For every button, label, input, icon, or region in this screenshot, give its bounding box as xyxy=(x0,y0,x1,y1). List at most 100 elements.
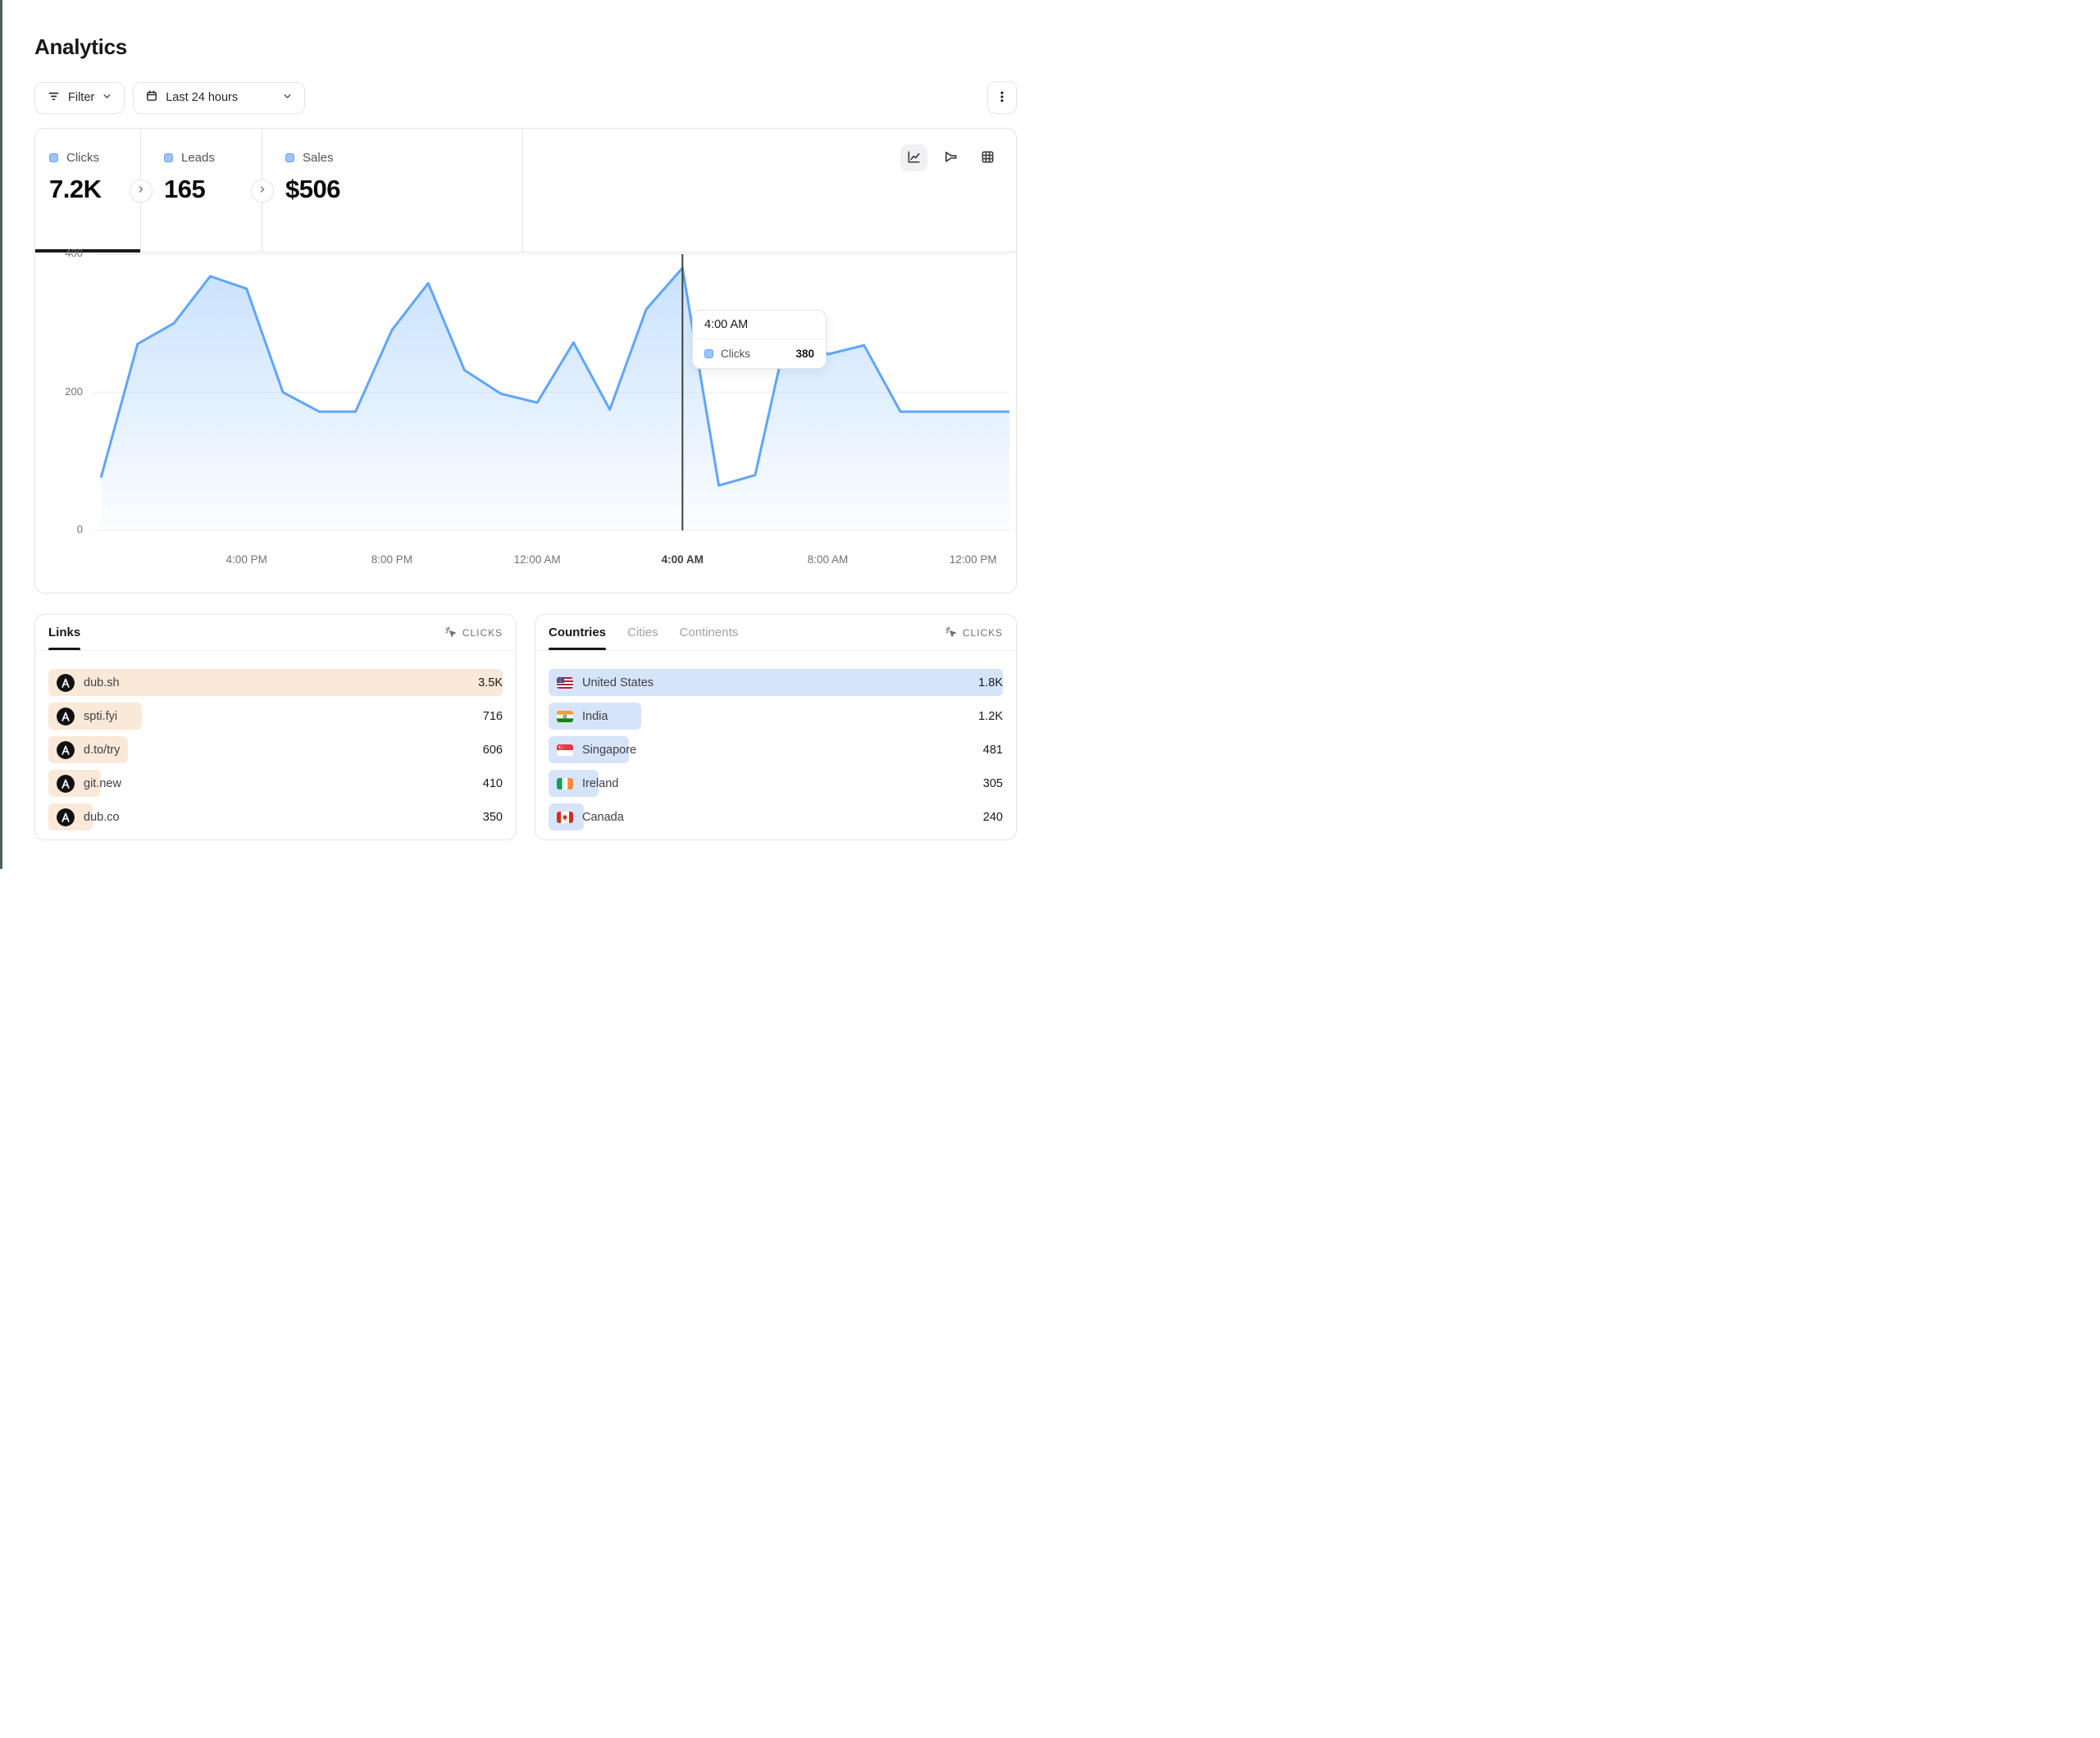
link-row[interactable]: dub.sh 3.5K xyxy=(48,669,503,696)
tab-continents[interactable]: Continents xyxy=(679,626,739,639)
clicks-count: 410 xyxy=(482,776,503,790)
clicks-value: 7.2K xyxy=(49,175,102,203)
dub-logo-icon xyxy=(57,673,75,692)
cursor-click-icon xyxy=(444,626,457,640)
clicks-count: 240 xyxy=(982,810,1003,824)
x-tick-label: 12:00 AM xyxy=(513,553,561,566)
country-label: India xyxy=(582,709,608,723)
clicks-count: 606 xyxy=(482,743,503,757)
tooltip-time: 4:00 AM xyxy=(693,311,826,339)
country-row[interactable]: Singapore 481 xyxy=(549,736,1003,763)
tab-countries[interactable]: Countries xyxy=(549,615,607,650)
country-row[interactable]: Ireland 305 xyxy=(549,770,1003,797)
leads-value: 165 xyxy=(164,175,206,203)
tooltip-series-label: Clicks xyxy=(721,348,750,360)
clicks-count: 3.5K xyxy=(478,676,503,689)
chevron-down-icon xyxy=(282,91,293,105)
country-row[interactable]: India 1.2K xyxy=(549,703,1003,730)
bar-fill xyxy=(48,669,503,696)
dub-logo-icon xyxy=(57,808,75,826)
filter-button[interactable]: Filter xyxy=(34,81,125,114)
tab-sales[interactable]: Sales $506 xyxy=(262,129,523,252)
links-panel: Links CLICKS dub.sh 3.5K spti.fyi 716 d.to/t… xyxy=(34,614,517,840)
links-list: dub.sh 3.5K spti.fyi 716 d.to/try 606 git.new 4… xyxy=(35,651,516,830)
toolbar: Filter Last 24 hours xyxy=(34,81,1017,114)
funnel-view-button[interactable] xyxy=(937,144,964,171)
x-tick-label: 8:00 PM xyxy=(371,553,413,566)
tab-clicks[interactable]: Clicks 7.2K xyxy=(35,129,141,253)
sales-legend-swatch xyxy=(285,153,294,162)
link-row[interactable]: spti.fyi 716 xyxy=(48,703,503,730)
link-label: dub.sh xyxy=(84,676,120,689)
country-label: United States xyxy=(582,676,654,689)
sales-value: $506 xyxy=(285,175,340,203)
chevron-right-icon xyxy=(257,184,267,198)
us-flag-icon xyxy=(557,676,573,689)
link-row[interactable]: d.to/try 606 xyxy=(48,736,503,763)
leads-tab-label: Leads xyxy=(181,151,215,165)
clicks-count: 1.8K xyxy=(978,676,1003,689)
tab-leads[interactable]: Leads 165 xyxy=(141,129,262,252)
tab-cities[interactable]: Cities xyxy=(627,626,658,639)
table-view-button[interactable] xyxy=(974,144,1001,171)
in-flag-icon xyxy=(557,710,573,722)
countries-metric-label: CLICKS xyxy=(962,626,1003,639)
clicks-count: 1.2K xyxy=(978,709,1003,723)
date-range-button[interactable]: Last 24 hours xyxy=(133,81,306,114)
stats-tabs-row: Clicks 7.2K Leads 165 Sales $506 xyxy=(35,129,1016,253)
link-label: d.to/try xyxy=(84,743,121,757)
y-tick-label: 0 xyxy=(76,523,83,535)
country-label: Ireland xyxy=(582,776,619,790)
link-label: git.new xyxy=(84,776,121,790)
clicks-chart-area[interactable]: 0 200 400 4:00 PM 8:00 PM 12:00 AM 4:00 AM 8:0… xyxy=(35,247,1016,594)
country-label: Canada xyxy=(582,810,624,824)
link-row[interactable]: dub.co 350 xyxy=(48,803,503,830)
x-tick-label: 8:00 AM xyxy=(807,553,849,566)
left-edge-accent xyxy=(0,0,2,869)
tooltip-legend-swatch xyxy=(704,349,713,358)
country-row[interactable]: United States 1.8K xyxy=(549,669,1003,696)
link-label: dub.co xyxy=(84,810,120,824)
analytics-page: Analytics Filter Last 24 hou xyxy=(0,0,1050,840)
y-tick-label: 400 xyxy=(65,247,83,259)
ca-flag-icon xyxy=(557,811,573,823)
filter-button-label: Filter xyxy=(68,91,95,104)
dub-logo-icon xyxy=(57,707,75,726)
tooltip-value: 380 xyxy=(795,348,814,360)
clicks-legend-swatch xyxy=(49,153,58,162)
clicks-count: 305 xyxy=(982,776,1003,790)
dub-logo-icon xyxy=(57,774,75,793)
country-row[interactable]: Canada 240 xyxy=(549,803,1003,830)
breakdown-panels: Links CLICKS dub.sh 3.5K spti.fyi 716 d.to/t… xyxy=(34,614,1017,840)
clicks-count: 716 xyxy=(482,709,503,723)
countries-metric-toggle[interactable]: CLICKS xyxy=(945,626,1003,640)
chevron-down-icon xyxy=(102,91,112,105)
chevron-right-icon xyxy=(136,184,146,198)
x-tick-label: 4:00 AM xyxy=(661,553,704,566)
kebab-menu-icon xyxy=(995,89,1009,107)
clicks-tab-label: Clicks xyxy=(66,151,99,165)
tab-links[interactable]: Links xyxy=(48,615,81,650)
x-tick-label: 12:00 PM xyxy=(949,553,997,566)
filter-icon xyxy=(47,89,61,107)
cursor-click-icon xyxy=(945,626,957,640)
sg-flag-icon xyxy=(557,744,573,756)
analytics-card: Clicks 7.2K Leads 165 Sales $506 xyxy=(34,128,1017,594)
countries-panel: Countries Cities Continents CLICKS Unite… xyxy=(535,614,1017,840)
clicks-count: 481 xyxy=(982,743,1003,757)
link-label: spti.fyi xyxy=(84,709,118,723)
links-metric-toggle[interactable]: CLICKS xyxy=(444,626,503,640)
line-chart-view-button[interactable] xyxy=(900,144,927,171)
leads-legend-swatch xyxy=(164,153,173,162)
link-row[interactable]: git.new 410 xyxy=(48,770,503,797)
y-tick-label: 200 xyxy=(65,384,83,398)
more-options-button[interactable] xyxy=(987,81,1017,114)
dub-logo-icon xyxy=(57,740,75,759)
chart-view-toggle xyxy=(900,144,1001,171)
funnel-icon xyxy=(943,149,959,167)
ie-flag-icon xyxy=(557,777,573,789)
expand-leads-button[interactable] xyxy=(251,180,274,202)
expand-clicks-button[interactable] xyxy=(130,180,153,202)
clicks-area-chart[interactable] xyxy=(93,253,1009,532)
country-label: Singapore xyxy=(582,743,637,757)
